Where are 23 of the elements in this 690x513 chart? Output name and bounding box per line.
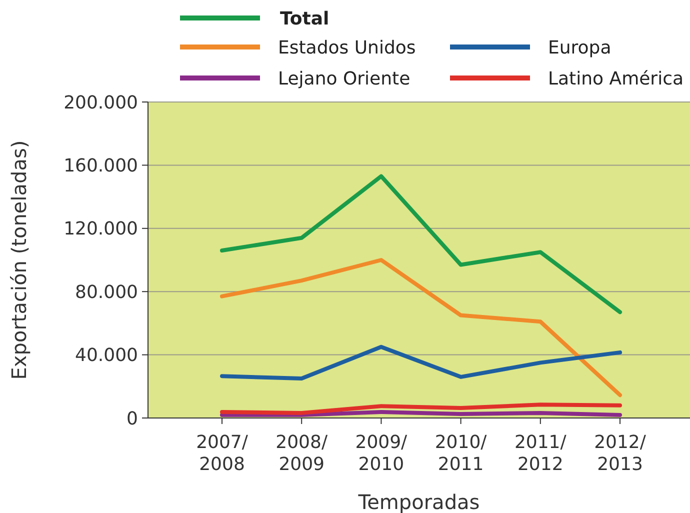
x-tick-label: 2007/2008 <box>196 432 249 475</box>
legend-label: Europa <box>548 37 612 58</box>
x-tick-label: 2008/2009 <box>276 432 328 475</box>
y-tick-label: 120.000 <box>64 218 138 240</box>
x-tick-label: 2012/2013 <box>594 432 647 475</box>
legend-label: Latino América <box>548 68 684 90</box>
x-tick-label: 2009/2010 <box>355 432 408 475</box>
line-series <box>220 174 622 314</box>
line-series <box>220 258 622 398</box>
x-tick-label: 2011/2012 <box>514 432 568 475</box>
y-axis-title: Exportación (toneladas) <box>7 140 31 380</box>
legend-label: Lejano Oriente <box>278 68 410 90</box>
y-tick-label: 200.000 <box>64 92 138 114</box>
legend-label: Total <box>280 8 330 30</box>
y-tick-label: 80.000 <box>75 282 138 303</box>
x-tick-label: 2010/2011 <box>434 432 488 475</box>
x-axis-title: Temporadas <box>357 490 480 513</box>
line-series <box>220 344 622 380</box>
line-series <box>220 402 622 415</box>
y-tick-label: 0 <box>126 408 138 430</box>
legend-label: Estados Unidos <box>278 37 416 58</box>
y-tick-label: 40.000 <box>75 345 138 366</box>
y-tick-label: 160.000 <box>64 156 138 176</box>
